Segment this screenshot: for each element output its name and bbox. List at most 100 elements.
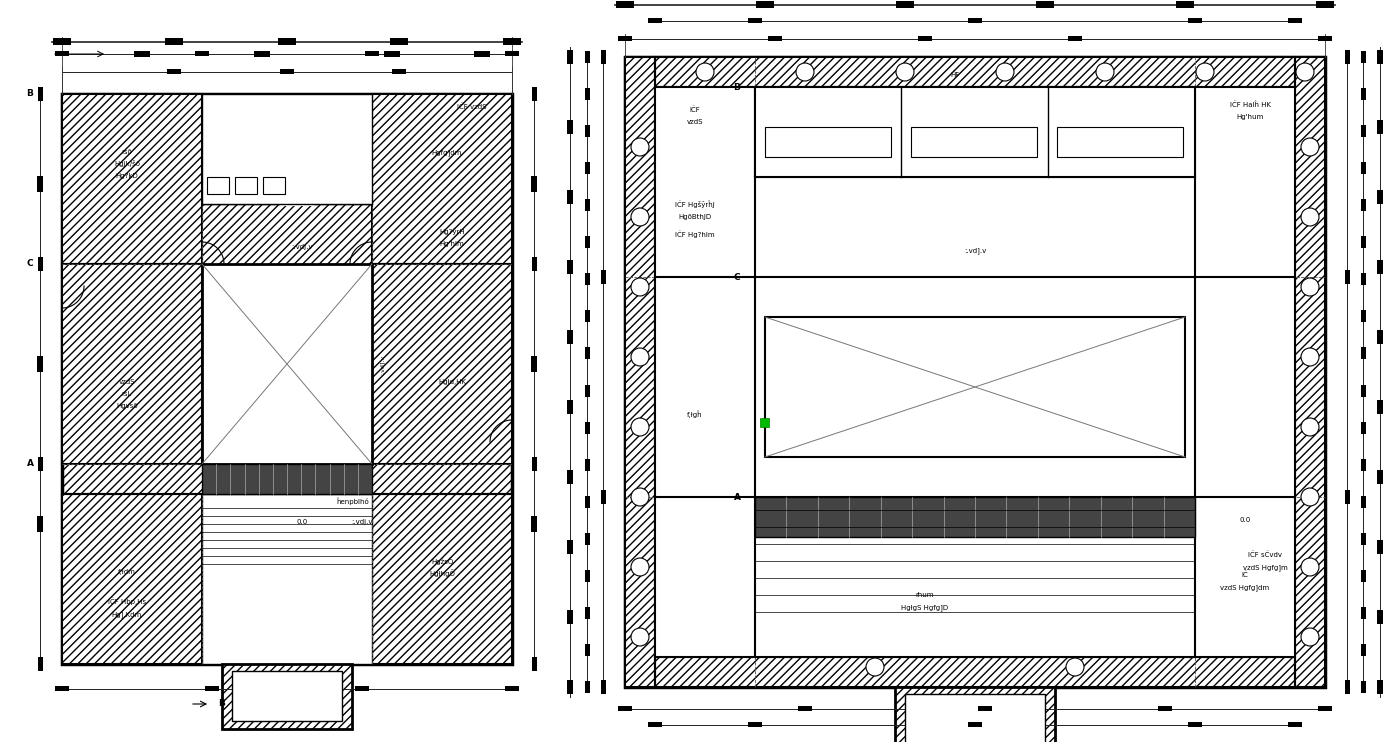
Bar — [1316, 1, 1334, 8]
Text: rsō: rsō — [122, 149, 132, 155]
Bar — [1318, 36, 1332, 41]
Text: HRHgdlr: HRHgdlr — [961, 109, 989, 115]
Bar — [1361, 421, 1366, 433]
Circle shape — [1301, 418, 1319, 436]
Bar — [626, 57, 655, 687]
Circle shape — [631, 208, 649, 226]
Bar — [1318, 706, 1332, 711]
Bar — [655, 57, 1295, 87]
Bar — [601, 490, 606, 504]
Bar — [37, 457, 43, 471]
Bar — [619, 36, 632, 41]
Circle shape — [1301, 138, 1319, 156]
Bar — [585, 384, 589, 396]
Text: Hg?kD: Hg?kD — [240, 173, 264, 179]
Circle shape — [1301, 488, 1319, 506]
Text: Hgvsō: Hgvsō — [117, 403, 137, 409]
Text: Hgžsō: Hgžsō — [322, 450, 343, 457]
Text: IĈF: IĈF — [689, 107, 700, 113]
Bar — [1361, 310, 1366, 323]
Bar — [585, 273, 589, 286]
Bar — [1345, 270, 1350, 284]
Text: IĈF Halĥ HK: IĈF Halĥ HK — [1229, 102, 1270, 108]
Bar — [766, 127, 890, 157]
Text: IĈF vzdS: IĈF vzdS — [458, 103, 487, 110]
Circle shape — [1301, 348, 1319, 366]
Bar — [393, 69, 406, 74]
Text: IĈF Hbp,Hs: IĈF Hbp,Hs — [108, 597, 146, 605]
Text: ĤF: ĤF — [950, 71, 960, 78]
Text: 1: 1 — [1074, 665, 1076, 669]
Bar — [918, 36, 932, 41]
Circle shape — [1295, 63, 1313, 81]
Bar — [655, 87, 1295, 657]
Circle shape — [631, 558, 649, 576]
Circle shape — [1301, 278, 1319, 296]
Bar — [203, 464, 372, 494]
Bar — [207, 177, 229, 194]
Text: vzdS: vzdS — [119, 379, 136, 385]
Bar — [135, 51, 150, 57]
Text: Hgjk/šō: Hgjk/šō — [114, 160, 140, 167]
Bar — [355, 686, 369, 691]
Bar — [760, 418, 768, 427]
Bar — [585, 162, 589, 174]
Bar — [1361, 533, 1366, 545]
Bar — [372, 264, 512, 464]
Text: :.vd].v: :.vd].v — [209, 355, 215, 375]
Text: IĈF Hg?hlm: IĈF Hg?hlm — [675, 231, 714, 238]
Text: B: B — [26, 90, 33, 99]
Bar — [567, 50, 573, 64]
Bar — [1361, 51, 1366, 63]
Bar — [1361, 570, 1366, 582]
Bar — [1361, 273, 1366, 286]
Bar — [1361, 496, 1366, 508]
Bar — [567, 680, 573, 694]
Bar — [1361, 200, 1366, 211]
Bar — [655, 57, 1295, 87]
Text: Hg?ŷrH: Hg?ŷrH — [440, 228, 465, 235]
Text: Hgfg]dm: Hgfg]dm — [431, 149, 462, 156]
Bar — [655, 657, 1295, 687]
Bar — [203, 494, 372, 664]
Bar — [37, 176, 43, 192]
Bar — [1189, 18, 1203, 23]
Bar — [648, 722, 662, 727]
Text: :.vdj.v: :.vdj.v — [232, 479, 252, 485]
Bar — [567, 400, 573, 414]
Text: łk.v: łk.v — [968, 382, 981, 388]
Bar — [55, 51, 69, 56]
Bar — [1361, 162, 1366, 174]
Text: IĈF sĈvdv: IĈF sĈvdv — [1248, 551, 1282, 558]
Text: 0.0: 0.0 — [1240, 517, 1251, 523]
Bar — [1361, 125, 1366, 137]
Text: rsL: rsL — [122, 391, 132, 397]
Bar — [1361, 681, 1366, 693]
Bar — [1289, 18, 1302, 23]
Bar — [1377, 120, 1383, 134]
Bar — [755, 497, 1196, 537]
Bar — [474, 51, 490, 57]
Text: B: B — [734, 82, 741, 91]
Bar — [601, 680, 606, 694]
Bar — [655, 657, 1295, 687]
Bar — [203, 94, 372, 204]
Bar — [1377, 260, 1383, 274]
Bar — [585, 644, 589, 656]
Bar — [1361, 384, 1366, 396]
Text: :.vd].v: :.vd].v — [380, 355, 384, 375]
Bar — [585, 88, 589, 100]
Bar — [1377, 190, 1383, 204]
Bar — [978, 706, 992, 711]
Bar — [601, 270, 606, 284]
Bar — [384, 51, 399, 57]
Bar — [531, 356, 537, 372]
Bar — [203, 264, 372, 464]
Bar — [503, 38, 522, 45]
Circle shape — [1301, 628, 1319, 646]
Bar — [1345, 490, 1350, 504]
Bar — [626, 57, 1325, 687]
Bar — [55, 686, 69, 691]
Bar — [372, 94, 512, 264]
Bar — [37, 87, 43, 101]
